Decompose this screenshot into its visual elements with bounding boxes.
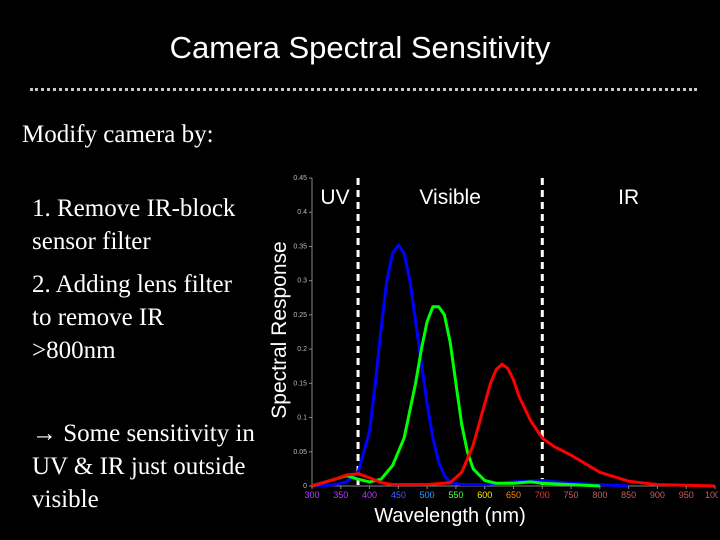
y-axis-label: Spectral Response <box>268 241 291 418</box>
series-line-3 <box>311 362 716 488</box>
y-tick-label: 0 <box>303 483 307 490</box>
y-tick-label: 0.4 <box>297 209 307 216</box>
x-tick-label: 550 <box>448 490 463 500</box>
y-tick-label: 0.2 <box>297 346 307 353</box>
step-1-text: 1. Remove IR-block sensor filter <box>32 195 236 255</box>
y-tick-label: 0.1 <box>297 415 307 422</box>
title-divider <box>30 88 697 91</box>
region-label-ir: IR <box>618 186 639 209</box>
x-tick-label: 650 <box>506 490 521 500</box>
y-tick-label: 0.3 <box>297 278 307 285</box>
x-tick-label: 400 <box>362 490 377 500</box>
y-tick-label: 0.25 <box>293 312 307 319</box>
x-tick-label: 450 <box>391 490 406 500</box>
x-axis-label: Wavelength (nm) <box>374 505 526 527</box>
y-tick-label: 0.35 <box>293 243 307 250</box>
x-tick-label: 750 <box>564 490 579 500</box>
intro-text: Modify camera by: <box>22 121 214 148</box>
y-tick-label: 0.15 <box>293 380 307 387</box>
step-2-text: 2. Adding lens filter to remove IR >800n… <box>32 271 232 364</box>
series-line-2 <box>311 305 600 488</box>
x-tick-label: 900 <box>650 490 665 500</box>
x-tick-label: 700 <box>535 490 550 500</box>
x-tick-label: 300 <box>304 490 319 500</box>
x-tick-label: 800 <box>592 490 607 500</box>
x-tick-label: 600 <box>477 490 492 500</box>
region-label-visible: Visible <box>419 186 480 209</box>
note-text: → Some sensitivity in UV & IR just outsi… <box>32 417 272 516</box>
x-tick-label: 850 <box>621 490 636 500</box>
slide-title: Camera Spectral Sensitivity <box>169 30 551 65</box>
region-label-uv: UV <box>320 186 349 209</box>
spectral-response-chart: Spectral Response Wavelength (nm) UV Visi… <box>262 168 718 532</box>
x-tick-label: 500 <box>420 490 435 500</box>
x-tick-label: 950 <box>679 490 694 500</box>
y-tick-label: 0.45 <box>293 175 307 182</box>
note-body: Some sensitivity in UV & IR just outside… <box>32 420 255 513</box>
y-tick-label: 0.05 <box>293 449 307 456</box>
x-tick-label: 350 <box>333 490 348 500</box>
right-arrow-icon: → <box>32 420 57 447</box>
